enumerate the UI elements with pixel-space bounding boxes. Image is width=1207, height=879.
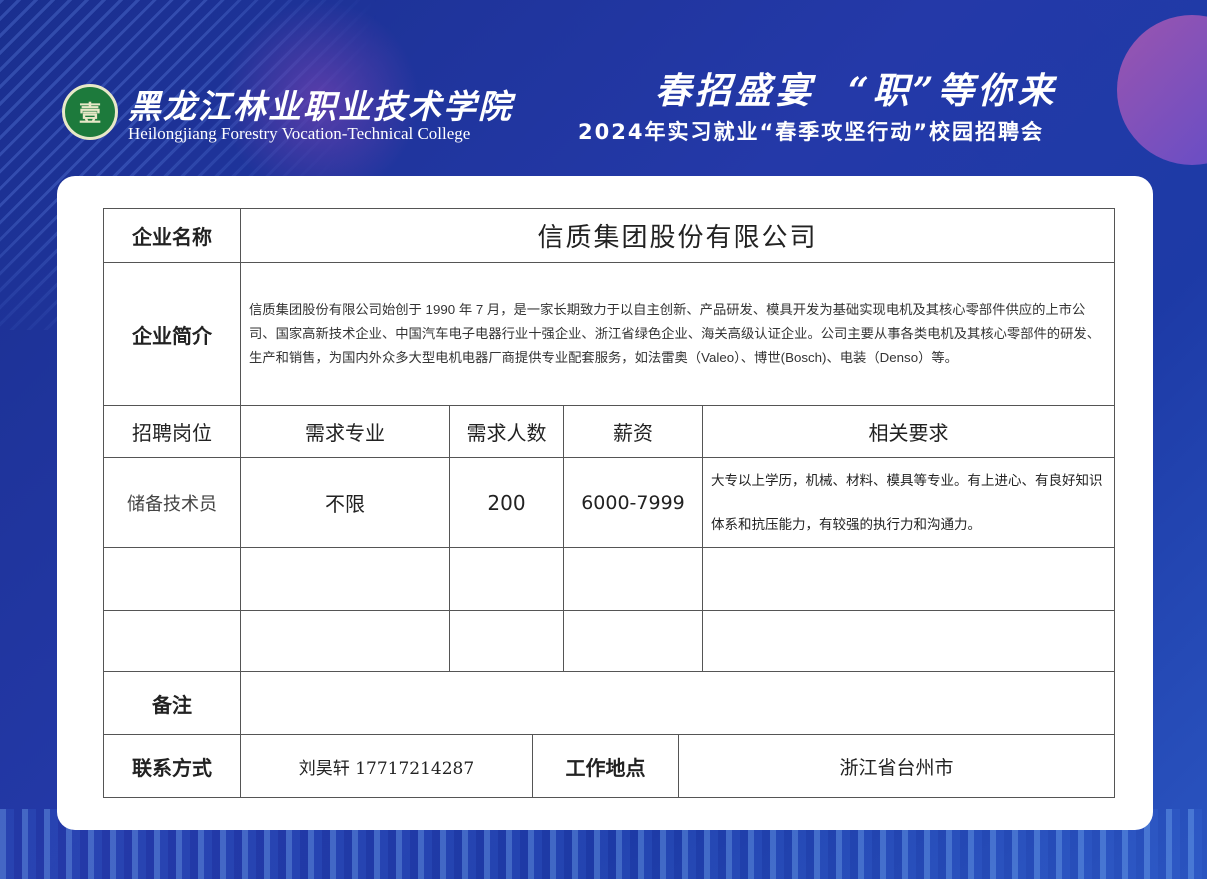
decorative-orb — [1117, 15, 1207, 165]
table-cell — [240, 610, 450, 672]
table-cell-requirements: 大专以上学历，机械、材料、模具等专业。有上进心、有良好知识体系和抗压能力，有较强… — [702, 457, 1115, 548]
table-cell-position: 储备技术员 — [103, 457, 241, 548]
contact-label: 联系方式 — [103, 734, 241, 798]
column-header: 需求人数 — [449, 405, 564, 458]
intro-text: 信质集团股份有限公司始创于 1990 年 7 月，是一家长期致力于以自主创新、产… — [240, 262, 1115, 406]
company-label: 企业名称 — [103, 208, 241, 263]
event-subtitle: 2024年实习就业“春季攻坚行动”校园招聘会 — [578, 120, 1045, 144]
table-cell — [449, 547, 564, 611]
contact-value: 刘昊轩 17717214287 — [240, 734, 533, 798]
table-cell-major: 不限 — [240, 457, 450, 548]
job-info-card — [57, 176, 1153, 830]
table-cell-count: 200 — [449, 457, 564, 548]
table-cell — [702, 547, 1115, 611]
notes-value — [240, 671, 1115, 735]
table-cell — [240, 547, 450, 611]
intro-label: 企业简介 — [103, 262, 241, 406]
college-logo: 壹 — [62, 84, 118, 140]
table-cell — [103, 610, 241, 672]
table-cell — [563, 610, 703, 672]
table-cell — [563, 547, 703, 611]
column-header: 需求专业 — [240, 405, 450, 458]
college-name-en: Heilongjiang Forestry Vocation-Technical… — [128, 124, 471, 143]
company-name: 信质集团股份有限公司 — [240, 208, 1115, 263]
column-header: 招聘岗位 — [103, 405, 241, 458]
table-cell — [103, 547, 241, 611]
decorative-glow — [220, 0, 420, 200]
column-header: 薪资 — [563, 405, 703, 458]
table-cell — [702, 610, 1115, 672]
location-value: 浙江省台州市 — [678, 734, 1115, 798]
table-cell-salary: 6000-7999 — [563, 457, 703, 548]
table-cell — [449, 610, 564, 672]
college-name-cn: 黑龙江林业职业技术学院 — [128, 87, 513, 126]
location-label: 工作地点 — [532, 734, 679, 798]
notes-label: 备注 — [103, 671, 241, 735]
slogan: 春招盛宴 “职”等你来 — [655, 70, 1058, 112]
column-header: 相关要求 — [702, 405, 1115, 458]
